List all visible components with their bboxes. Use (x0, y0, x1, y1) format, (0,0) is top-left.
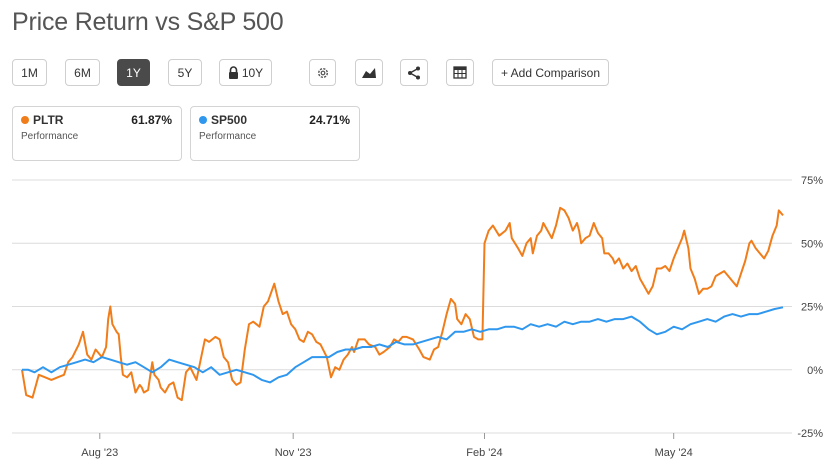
series-line-sp500 (22, 306, 784, 384)
range-5y-button[interactable]: 5Y (168, 59, 202, 86)
chart-type-button[interactable] (355, 59, 383, 86)
range-1y-button[interactable]: 1Y (117, 59, 150, 86)
x-tick-label: May '24 (655, 447, 693, 459)
add-comparison-button[interactable]: + Add Comparison (492, 59, 609, 86)
range-6m-button[interactable]: 6M (65, 59, 100, 86)
legend-value: 61.87% (131, 113, 172, 127)
series-color-dot (199, 116, 207, 124)
legend-label: Performance (21, 131, 79, 142)
legend-label: Performance (199, 131, 257, 142)
gear-icon (317, 67, 328, 78)
lock-icon (228, 66, 238, 79)
legend-ticker: PLTR (33, 113, 64, 127)
y-tick-label: 75% (801, 175, 823, 187)
chart-series (21, 206, 784, 402)
share-icon (408, 66, 420, 79)
x-tick-label: Aug '23 (81, 447, 118, 459)
price-return-chart[interactable]: 75% 50% 25% 0% -25% Aug '23 Nov '23 Feb '24 May… (0, 170, 839, 469)
series-line-pltr (21, 206, 784, 402)
legend-ticker: SP500 (211, 113, 248, 127)
chart-grid (12, 179, 792, 434)
y-tick-label: 25% (801, 302, 823, 314)
chart-type-icon (362, 68, 376, 78)
range-1m-button[interactable]: 1M (12, 59, 47, 86)
legend-card-sp500[interactable]: SP500 24.71% Performance (190, 106, 360, 161)
y-tick-label: -25% (797, 428, 823, 440)
y-axis-ticks: 75% 50% 25% 0% -25% (797, 175, 823, 440)
y-tick-label: 0% (807, 365, 823, 377)
series-color-dot (21, 116, 29, 124)
share-button[interactable] (400, 59, 428, 86)
x-axis-ticks: Aug '23 Nov '23 Feb '24 May '24 (81, 433, 693, 459)
y-tick-label: 50% (801, 238, 823, 250)
page-title: Price Return vs S&P 500 (12, 8, 284, 36)
x-tick-label: Nov '23 (275, 447, 312, 459)
x-tick-label: Feb '24 (466, 447, 502, 459)
legend-card-pltr[interactable]: PLTR 61.87% Performance (12, 106, 182, 161)
range-10y-button[interactable]: 10Y (219, 59, 272, 86)
table-icon (453, 66, 467, 79)
range-10y-label: 10Y (241, 65, 264, 80)
settings-button[interactable] (309, 59, 336, 86)
legend-value: 24.71% (309, 113, 350, 127)
table-view-button[interactable] (446, 59, 474, 86)
chart-toolbar: 1M 6M 1Y 5Y 10Y (12, 59, 832, 86)
